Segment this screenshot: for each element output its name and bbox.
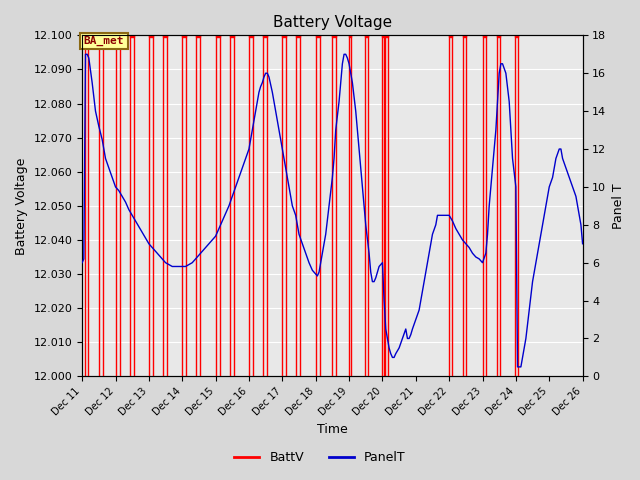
Text: BA_met: BA_met [84, 36, 124, 46]
Bar [449, 35, 452, 37]
Bar [385, 35, 388, 37]
Y-axis label: Panel T: Panel T [612, 183, 625, 228]
Bar [216, 35, 220, 37]
X-axis label: Time: Time [317, 423, 348, 436]
Bar [115, 35, 120, 37]
Bar [365, 35, 368, 37]
Bar [263, 35, 267, 37]
Bar [332, 35, 337, 37]
Bar [463, 35, 466, 37]
Bar [381, 35, 385, 37]
Bar [163, 35, 167, 37]
Y-axis label: Battery Voltage: Battery Voltage [15, 157, 28, 254]
Bar [282, 35, 286, 37]
Title: Battery Voltage: Battery Voltage [273, 15, 392, 30]
Bar [85, 35, 88, 37]
Bar [249, 35, 253, 37]
Bar [99, 35, 103, 37]
Bar [196, 35, 200, 37]
Bar [182, 35, 186, 37]
Bar [515, 35, 518, 37]
Legend: BattV, PanelT: BattV, PanelT [229, 446, 411, 469]
Bar [349, 35, 351, 37]
Bar [497, 35, 500, 37]
Bar [230, 35, 234, 37]
Bar [316, 35, 320, 37]
Bar [149, 35, 153, 37]
Bar [483, 35, 486, 37]
Bar [296, 35, 300, 37]
Bar [129, 35, 134, 37]
